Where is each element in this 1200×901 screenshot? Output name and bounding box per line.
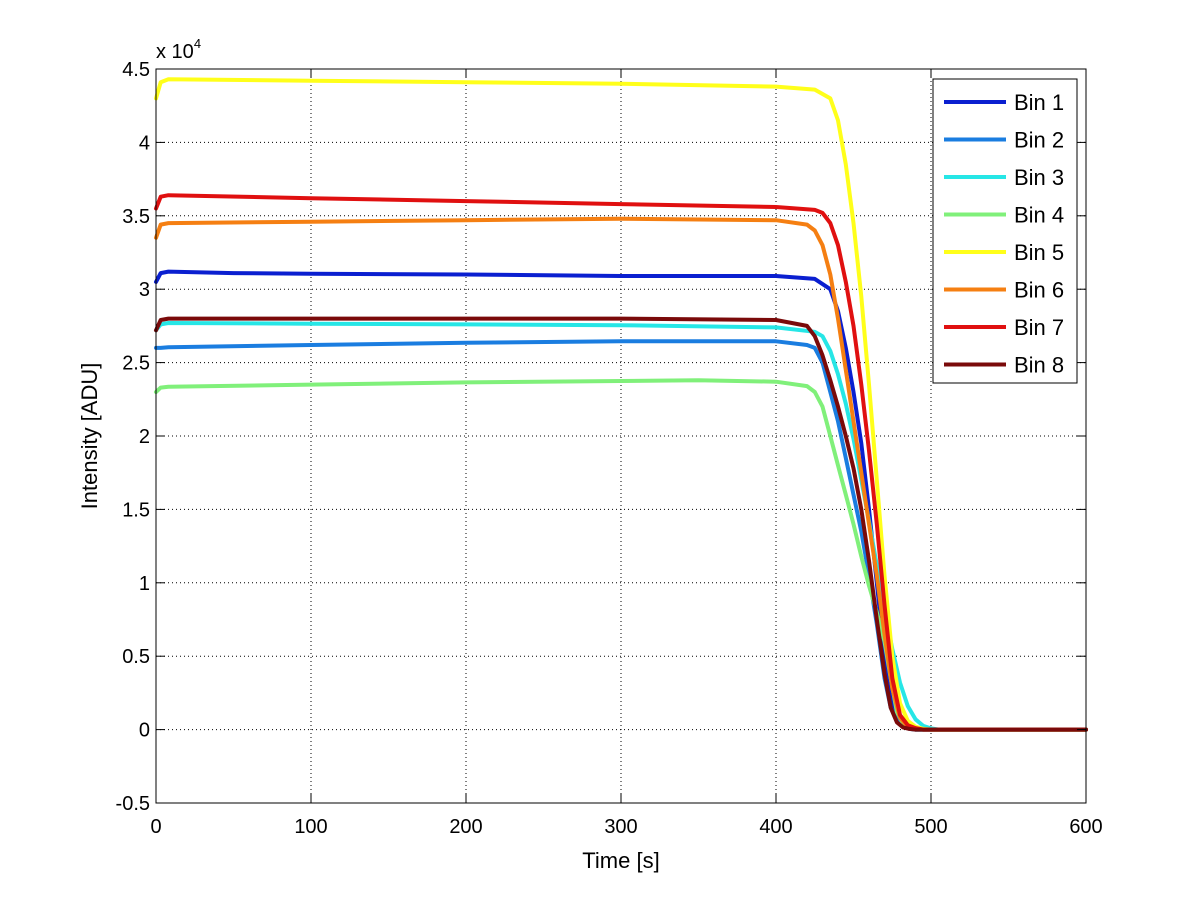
y-tick-label: 2 [139,426,150,448]
y-tick-label: 0 [139,720,150,742]
y-tick-label: -0.5 [116,793,150,815]
x-tick-label: 100 [294,816,327,838]
x-tick-label: 0 [150,816,161,838]
ticks [155,68,1087,804]
legend-label-bin-5: Bin 5 [1014,240,1064,265]
grid [156,69,1086,803]
y-tick-label: 0.5 [122,646,150,668]
y-scale-exponent: 4 [194,36,201,51]
legend-label-bin-3: Bin 3 [1014,165,1064,190]
x-tick-label: 500 [914,816,947,838]
legend-label-bin-1: Bin 1 [1014,90,1064,115]
legend-label-bin-8: Bin 8 [1014,353,1064,378]
series-line-bin-7 [154,193,1088,732]
y-tick-label: 4.5 [122,59,150,81]
legend-label-bin-2: Bin 2 [1014,128,1064,153]
legend: Bin 1 Bin 2 Bin 3 Bin 4 Bin 5 Bin 6 Bin 7 Bin 8 [932,78,1078,384]
legend-box [932,78,1078,384]
x-tick-label: 300 [604,816,637,838]
y-tick-labels: -0.5 0 0.5 1 1.5 2 2.5 3 3.5 4 4.5 [116,59,150,815]
series-layer [154,77,1088,732]
y-tick-label: 4 [139,132,150,154]
y-scale-base: x 10 [156,41,194,63]
y-tick-label: 3 [139,279,150,301]
y-scale-multiplier: x 104 [156,36,201,63]
x-tick-labels: 0 100 200 300 400 500 600 [150,816,1102,838]
y-tick-label: 1.5 [122,499,150,521]
x-tick-label: 200 [449,816,482,838]
series-line-bin-3 [154,321,1088,732]
y-tick-label: 3.5 [122,206,150,228]
x-tick-label: 400 [759,816,792,838]
legend-label-bin-6: Bin 6 [1014,278,1064,303]
y-tick-label: 1 [139,573,150,595]
y-axis-label: Intensity [ADU] [77,363,102,510]
legend-label-bin-4: Bin 4 [1014,203,1064,228]
y-tick-label: 2.5 [122,353,150,375]
legend-label-bin-7: Bin 7 [1014,315,1064,340]
x-axis-label: Time [s] [582,848,659,873]
series-line-bin-8 [154,316,1088,732]
x-tick-label: 600 [1069,816,1102,838]
